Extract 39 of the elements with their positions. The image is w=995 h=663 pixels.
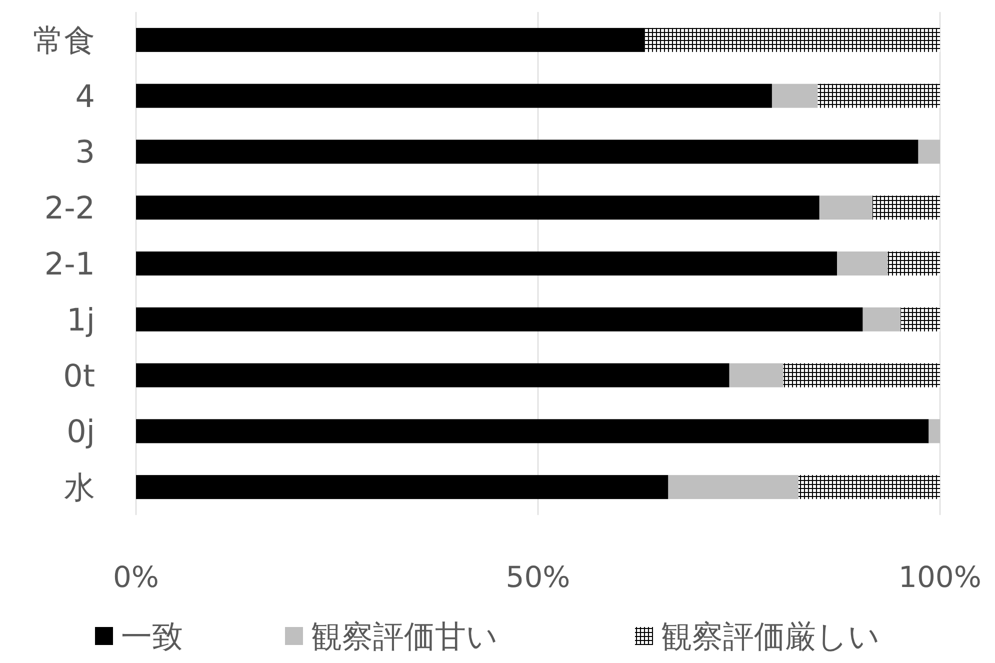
bar (668, 475, 798, 500)
bar (136, 419, 929, 444)
y-tick-label: 2-1 (44, 246, 95, 282)
y-tick-label: 3 (75, 134, 95, 171)
x-tick-label: 100% (898, 560, 982, 594)
bar (888, 252, 940, 276)
bar (837, 252, 888, 276)
bar (136, 307, 863, 332)
bar (136, 140, 918, 164)
bar (136, 252, 838, 276)
bar (900, 307, 940, 332)
y-tick-label: 水 (64, 470, 95, 506)
bar (136, 28, 645, 52)
y-tick-label: 4 (75, 78, 95, 115)
bar (918, 140, 940, 164)
bar (798, 475, 940, 500)
bar (783, 363, 940, 388)
bar (136, 84, 772, 108)
bar (136, 475, 668, 500)
bar (644, 28, 940, 52)
x-tick-label: 0% (112, 560, 160, 594)
bar (729, 363, 784, 388)
bar (872, 196, 940, 220)
y-tick-label: 0t (63, 358, 95, 394)
legend-label: 観察評価甘い (311, 619, 498, 655)
bar (772, 84, 818, 108)
y-tick-label: 1j (66, 302, 95, 338)
bar (862, 307, 901, 332)
y-tick-label: 2-2 (44, 190, 95, 227)
legend-label: 一致 (121, 619, 183, 655)
bar (136, 196, 820, 220)
x-tick-label: 50% (506, 560, 570, 594)
bar (136, 363, 730, 388)
bar (818, 84, 940, 108)
bar (928, 419, 940, 444)
bar (819, 196, 872, 220)
y-tick-label: 常食 (33, 22, 95, 59)
y-tick-label: 0j (66, 414, 95, 450)
legend-label: 観察評価厳しい (661, 619, 880, 655)
